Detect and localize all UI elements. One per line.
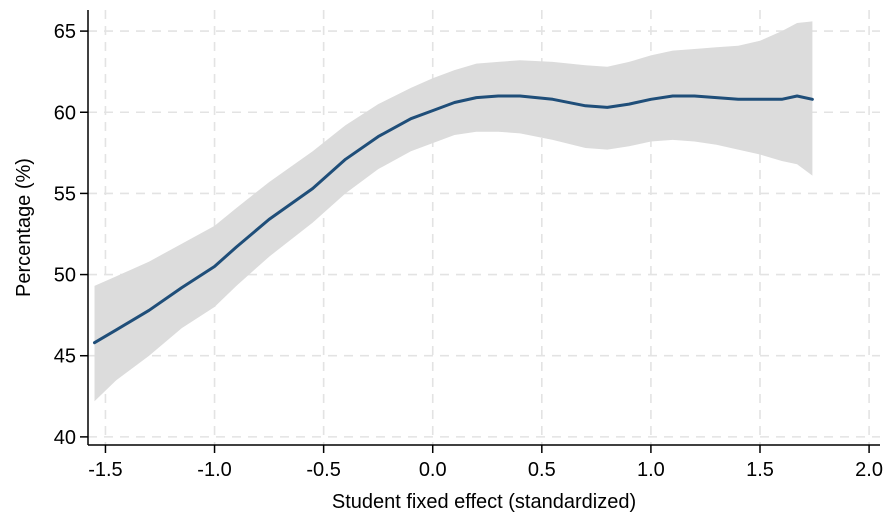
y-axis-ticks: 40 45 50 55 60 65 [54, 21, 88, 449]
y-tick-label: 60 [54, 102, 76, 124]
x-tick-label: 1.5 [746, 459, 774, 481]
fitted-line [93, 94, 814, 345]
y-axis-title: Percentage (%) [13, 158, 35, 297]
y-tick-label: 45 [54, 346, 76, 368]
y-tick-label: 65 [54, 21, 76, 43]
x-tick-label: 0.0 [419, 459, 447, 481]
x-axis-ticks: -1.5 -1.0 -0.5 0.0 0.5 1.0 1.5 2.0 [88, 445, 883, 481]
confidence-band [94, 21, 813, 402]
y-tick-label: 50 [54, 265, 76, 287]
x-axis-title: Student fixed effect (standardized) [332, 491, 636, 513]
y-tick-label: 40 [54, 427, 76, 449]
confidence-band-layer [94, 21, 813, 402]
x-tick-label: -1.5 [88, 459, 122, 481]
x-tick-label: 1.0 [637, 459, 665, 481]
fitted-line-layer [93, 94, 814, 345]
x-tick-label: -1.0 [197, 459, 231, 481]
x-tick-label: -0.5 [306, 459, 340, 481]
y-tick-label: 55 [54, 183, 76, 205]
x-tick-label: 0.5 [528, 459, 556, 481]
x-tick-label: 2.0 [855, 459, 883, 481]
axes [87, 10, 880, 446]
